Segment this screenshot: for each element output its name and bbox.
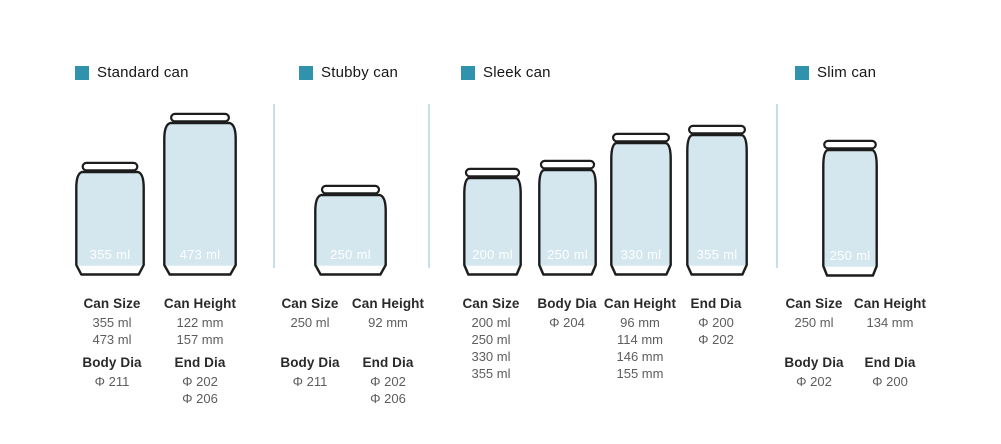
can-shape [75,161,145,276]
spec-end-dia: End Dia Φ 202 Φ 206 [363,355,414,407]
section-title: Sleek can [483,64,551,81]
can-volume-label: 250 ml [547,247,588,262]
can-standard-473ml: 473 ml [163,112,237,276]
section-divider [776,104,778,268]
spec-values: 250 ml [290,315,330,330]
can-standard-355ml: 355 ml [75,161,145,276]
spec-values: Φ 202 Φ 206 [370,374,406,406]
spec-label: Body Dia [280,355,340,370]
can-volume-label: 250 ml [330,247,371,262]
can-sleek-200ml: 200 ml [463,167,522,276]
can-sleek-355ml: 355 ml [686,124,748,276]
can-volume-label: 355 ml [89,247,131,262]
spec-label: End Dia [362,355,414,370]
section-divider [428,104,430,268]
spec-label: Can Size [83,296,141,311]
spec-values: 96 mm 114 mm 146 mm 155 mm [616,315,664,381]
section-header-stubby-can: Stubby can [299,64,398,81]
spec-label: Can Size [281,296,339,311]
spec-values: Φ 200 Φ 202 [698,315,734,347]
spec-body-dia: Body Dia Φ 202 [784,355,843,390]
can-stubby-250ml: 250 ml [314,184,387,276]
spec-label: Body Dia [784,355,844,370]
can-volume-label: 473 ml [179,247,221,262]
spec-can-height: Can Height 96 mm 114 mm 146 mm 155 mm [604,296,676,382]
spec-label: Can Height [163,296,237,311]
spec-can-size: Can Size 250 ml [281,296,338,331]
spec-values: 92 mm [368,315,408,330]
spec-can-size: Can Size 200 ml 250 ml 330 ml 355 ml [462,296,519,382]
can-shape [686,124,748,276]
can-shape [610,132,672,276]
can-sleek-330ml: 330 ml [610,132,672,276]
spec-body-dia: Body Dia Φ 211 [82,355,141,390]
section-header-sleek-can: Sleek can [461,64,551,81]
spec-can-height: Can Height 92 mm [352,296,424,331]
section-title: Stubby can [321,64,399,81]
legend-square-icon [299,65,313,80]
spec-values: 200 ml 250 ml 330 ml 355 ml [471,315,511,381]
spec-label: Can Height [603,296,677,311]
spec-can-height: Can Height 122 mm 157 mm [164,296,236,348]
spec-values: 122 mm 157 mm [176,315,224,347]
can-volume-label: 355 ml [696,247,738,262]
can-shape [463,167,522,276]
legend-square-icon [795,65,809,80]
spec-values: 250 ml [794,315,834,330]
can-shape [314,184,387,276]
spec-label: Body Dia [82,355,142,370]
spec-label: Can Size [785,296,843,311]
spec-values: 355 ml 473 ml [92,315,132,347]
spec-values: Φ 200 [872,374,908,389]
spec-end-dia: End Dia Φ 200 Φ 202 [691,296,742,348]
can-volume-label: 200 ml [472,247,513,262]
spec-label: Can Height [853,296,927,311]
spec-label: Body Dia [537,296,597,311]
can-slim-250ml: 250 ml [822,139,878,277]
can-sleek-250ml: 250 ml [538,159,597,276]
can-volume-label: 250 ml [829,248,871,263]
spec-body-dia: Body Dia Φ 211 [280,355,339,390]
section-title: Slim can [817,64,877,81]
spec-values: Φ 202 [796,374,832,389]
spec-can-size: Can Size 355 ml 473 ml [83,296,140,348]
legend-square-icon [75,65,89,80]
spec-values: Φ 204 [549,315,585,330]
spec-values: Φ 211 [292,374,328,389]
can-volume-label: 330 ml [620,247,662,262]
spec-values: Φ 202 Φ 206 [182,374,218,406]
spec-values: 134 mm [866,315,914,330]
spec-end-dia: End Dia Φ 200 [865,355,916,390]
can-shape [163,112,237,276]
spec-label: Can Size [462,296,520,311]
spec-end-dia: End Dia Φ 202 Φ 206 [175,355,226,407]
spec-label: End Dia [690,296,742,311]
section-header-slim-can: Slim can [795,64,876,81]
spec-can-height: Can Height 134 mm [854,296,926,331]
spec-values: Φ 211 [94,374,130,389]
section-title: Standard can [97,64,189,81]
section-divider [273,104,275,268]
can-shape [538,159,597,276]
spec-can-size: Can Size 250 ml [785,296,842,331]
spec-label: End Dia [174,355,226,370]
spec-label: End Dia [864,355,916,370]
section-header-standard-can: Standard can [75,64,189,81]
legend-square-icon [461,65,475,80]
spec-body-dia: Body Dia Φ 204 [537,296,596,331]
can-shape [822,139,878,277]
spec-label: Can Height [351,296,425,311]
